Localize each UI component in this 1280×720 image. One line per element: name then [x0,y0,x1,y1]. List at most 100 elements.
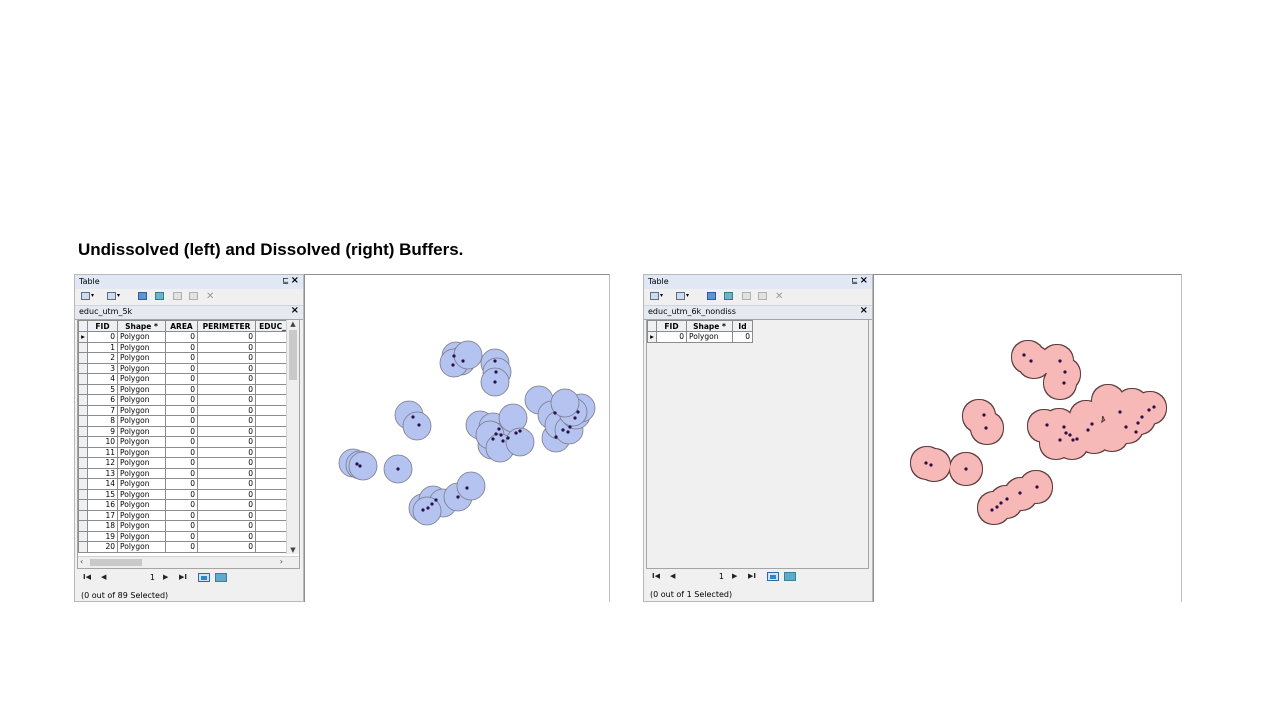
fid-cell[interactable]: 6 [87,394,118,406]
shape-cell[interactable]: Polygon [117,520,166,532]
perimeter-cell[interactable]: 0 [197,394,256,406]
area-cell[interactable]: 0 [165,488,198,500]
fid-cell[interactable]: 15 [87,488,118,500]
educ-cell[interactable] [255,457,290,469]
table-row[interactable]: 8 Polygon 0 0 [78,415,290,427]
educ-cell[interactable] [255,436,290,448]
perimeter-cell[interactable]: 0 [197,509,256,521]
educ-cell[interactable] [255,394,290,406]
left-table-options-button[interactable]: ▾ [81,292,94,302]
area-cell[interactable]: 0 [165,425,198,437]
shape-cell[interactable]: Polygon [117,331,166,343]
shape-cell[interactable]: Polygon [117,488,166,500]
area-cell[interactable]: 0 [165,362,198,374]
fid-cell[interactable]: 9 [87,425,118,437]
next-record-icon[interactable]: ▶ [163,573,169,581]
fid-cell[interactable]: 0 [87,331,118,343]
area-cell[interactable]: 0 [165,446,198,458]
table-row[interactable]: 17 Polygon 0 0 [78,509,290,521]
shape-cell[interactable]: Polygon [117,499,166,511]
shape-cell[interactable]: Polygon [117,478,166,490]
right-map-view[interactable] [873,274,1182,602]
table-row[interactable]: 10 Polygon 0 0 [78,436,290,448]
table-row[interactable]: 1 Polygon 0 0 [78,341,290,353]
educ-cell[interactable] [255,499,290,511]
show-selected-records-icon[interactable] [784,572,796,581]
fid-cell[interactable]: 12 [87,457,118,469]
row-selector[interactable] [78,446,88,458]
left-tab-close-icon[interactable]: × [290,305,299,316]
left-layer-tab[interactable]: educ_utm_5k × [75,305,303,320]
scrollbar-thumb[interactable] [289,330,297,380]
first-record-icon[interactable]: I◀ [652,572,660,580]
fid-cell[interactable]: 18 [87,520,118,532]
row-selector[interactable]: ▸ [78,331,88,343]
fid-cell[interactable]: 1 [87,341,118,353]
row-selector[interactable] [78,394,88,406]
right-table-titlebar[interactable]: Table ⊑ × [644,275,872,290]
fid-cell[interactable]: 17 [87,509,118,521]
column-header[interactable]: Shape * [117,320,166,332]
shape-cell[interactable]: Polygon [686,331,733,343]
row-selector[interactable] [78,352,88,364]
row-selector[interactable] [78,541,88,553]
left-vertical-scrollbar[interactable]: ▲ ▼ [286,320,299,554]
row-selector[interactable] [78,362,88,374]
left-attribute-grid[interactable]: FID Shape * AREA PERIMETER EDUC_ ▸ 0 Polyg… [77,319,300,569]
table-row[interactable]: ▸ 0 Polygon 0 [647,331,753,343]
row-selector[interactable] [78,404,88,416]
column-header[interactable]: Shape * [686,320,733,332]
row-selector[interactable] [78,530,88,542]
fid-cell[interactable]: 10 [87,436,118,448]
first-record-icon[interactable]: I◀ [83,573,91,581]
right-copy-selected-button[interactable] [758,292,767,302]
area-cell[interactable]: 0 [165,530,198,542]
fid-cell[interactable]: 2 [87,352,118,364]
fid-cell[interactable]: 3 [87,362,118,374]
perimeter-cell[interactable]: 0 [197,425,256,437]
educ-cell[interactable] [255,331,290,343]
shape-cell[interactable]: Polygon [117,446,166,458]
shape-cell[interactable]: Polygon [117,436,166,448]
area-cell[interactable]: 0 [165,331,198,343]
area-cell[interactable]: 0 [165,457,198,469]
row-selector[interactable] [78,373,88,385]
area-cell[interactable]: 0 [165,415,198,427]
table-row[interactable]: 3 Polygon 0 0 [78,362,290,374]
educ-cell[interactable] [255,488,290,500]
area-cell[interactable]: 0 [165,436,198,448]
fid-cell[interactable]: 19 [87,530,118,542]
fid-cell[interactable]: 5 [87,383,118,395]
educ-cell[interactable] [255,520,290,532]
perimeter-cell[interactable]: 0 [197,499,256,511]
area-cell[interactable]: 0 [165,404,198,416]
right-clear-selection-button[interactable] [742,292,751,302]
fid-cell[interactable]: 11 [87,446,118,458]
row-selector[interactable] [78,436,88,448]
last-record-icon[interactable]: ▶I [179,573,187,581]
area-cell[interactable]: 0 [165,467,198,479]
scroll-down-icon[interactable]: ▼ [290,546,296,554]
column-header[interactable]: FID [656,320,687,332]
fid-cell[interactable]: 13 [87,467,118,479]
educ-cell[interactable] [255,467,290,479]
left-related-tables-button[interactable]: ▾ [107,292,120,302]
shape-cell[interactable]: Polygon [117,394,166,406]
fid-cell[interactable]: 8 [87,415,118,427]
shape-cell[interactable]: Polygon [117,530,166,542]
educ-cell[interactable] [255,373,290,385]
left-close-icon[interactable]: × [290,275,299,286]
table-row[interactable]: 16 Polygon 0 0 [78,499,290,511]
left-clear-selection-button[interactable] [173,292,182,302]
educ-cell[interactable] [255,478,290,490]
shape-cell[interactable]: Polygon [117,509,166,521]
row-selector[interactable] [78,499,88,511]
row-selector[interactable] [78,341,88,353]
perimeter-cell[interactable]: 0 [197,530,256,542]
last-record-icon[interactable]: ▶I [748,572,756,580]
row-selector[interactable] [78,488,88,500]
shape-cell[interactable]: Polygon [117,362,166,374]
left-pin-icon[interactable]: ⊑ [282,276,289,285]
table-row[interactable]: 5 Polygon 0 0 [78,383,290,395]
shape-cell[interactable]: Polygon [117,541,166,553]
